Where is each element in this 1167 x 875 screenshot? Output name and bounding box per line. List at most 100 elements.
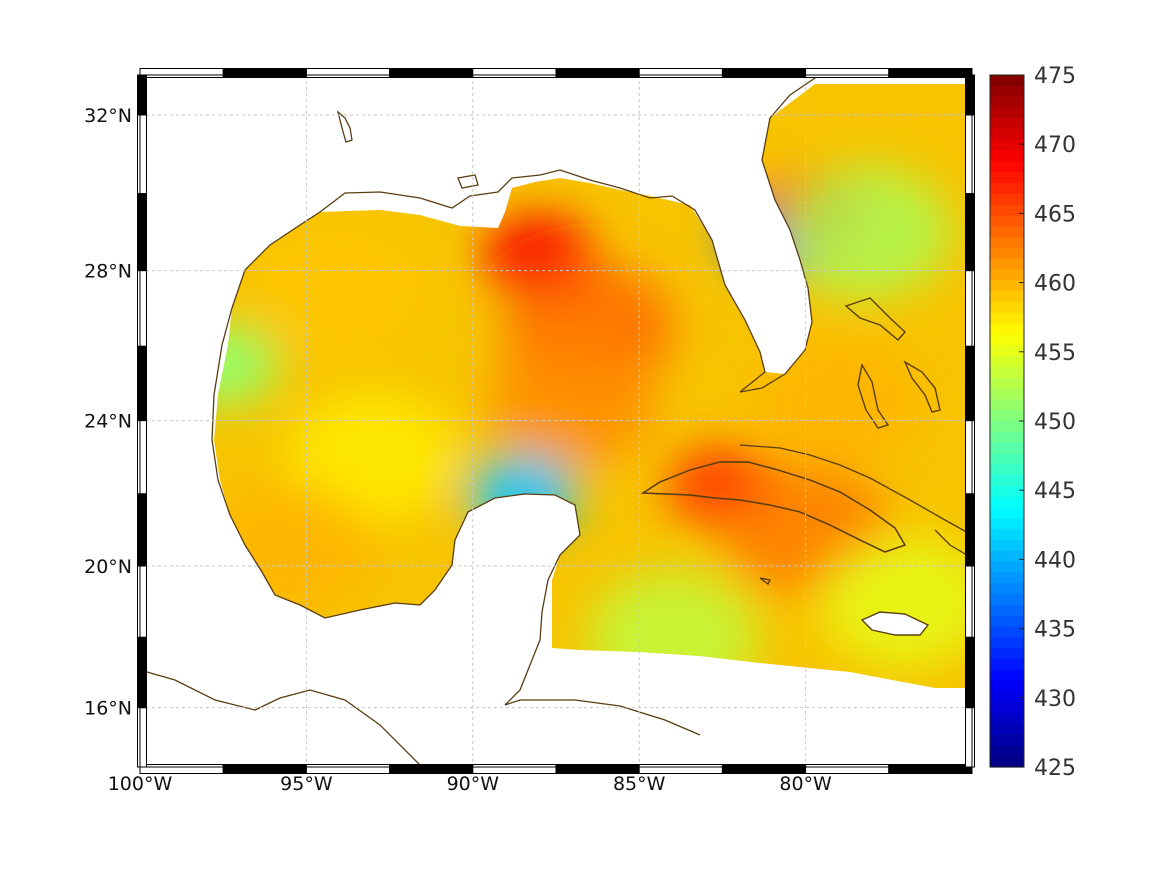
colorbar-swatch (990, 626, 1024, 638)
colorbar-swatch (990, 172, 1024, 184)
colorbar-swatch (990, 323, 1024, 336)
colorbar-swatch (990, 269, 1024, 282)
frame-segment-right (965, 493, 975, 567)
frame-segment-left (137, 270, 147, 347)
latitude-labels: 32°N 28°N 24°N 20°N 16°N (84, 105, 132, 720)
colorbar-swatch (990, 561, 1024, 573)
colorbar-swatch (990, 356, 1024, 368)
longitude-tick-label: 80°W (779, 773, 832, 795)
longitude-tick-label: 85°W (613, 773, 666, 795)
colorbar-swatch (990, 139, 1024, 152)
frame-segment-bottom (888, 764, 973, 774)
frame-segment-right (965, 74, 975, 116)
colorbar-swatch (990, 594, 1024, 606)
colorbar-swatch (990, 550, 1024, 563)
cuba-north-keys (739, 444, 973, 536)
frame-segment-right (965, 565, 975, 638)
longitude-tick-label: 100°W (108, 773, 173, 795)
colorbar-swatch (990, 345, 1024, 357)
colorbar-swatch (990, 723, 1024, 736)
field-feature-15 (820, 536, 965, 667)
frame-segment-left (137, 493, 147, 567)
colorbar-label: 460 (1034, 272, 1076, 297)
frame-segment-top (638, 68, 723, 78)
map-grid (140, 75, 972, 767)
colorbar: 475 470 465 460 455 450 445 440 435 430 425 (989, 64, 1076, 781)
latitude-tick-label: 16°N (84, 698, 132, 720)
colorbar-label: 475 (1034, 64, 1076, 89)
colorbar-swatch (990, 464, 1024, 476)
frame-segment-top (721, 68, 807, 78)
frame-segment-right (965, 707, 975, 768)
colorbar-swatch (990, 248, 1024, 260)
field-feature-2 (487, 337, 658, 468)
frame-segment-top (472, 68, 557, 78)
field-feature-14 (587, 572, 758, 688)
colorbar-swatch (990, 756, 1024, 768)
colorbar-swatch (990, 410, 1024, 422)
colorbar-swatch (990, 204, 1024, 217)
central-america-pacific-coastline (139, 669, 421, 766)
frame-outline (139, 74, 973, 768)
colorbar-label: 470 (1034, 133, 1076, 158)
mexico-west-coastline (211, 307, 701, 736)
hispaniola-coastline (934, 529, 973, 559)
colorbar-label: 445 (1034, 479, 1076, 504)
colorbar-swatch (990, 150, 1024, 163)
colorbar-label: 430 (1034, 687, 1076, 712)
colorbar-label: 435 (1034, 618, 1076, 643)
colorbar-swatch (990, 366, 1024, 379)
colorbar-swatch (990, 118, 1024, 130)
colorbar-swatch (990, 745, 1024, 757)
colorbar-label: 450 (1034, 410, 1076, 435)
colorbar-swatch (990, 183, 1024, 195)
frame-segment-top (389, 68, 474, 78)
frame-segment-left (137, 707, 147, 768)
bahamas-eleuthera (903, 360, 941, 413)
colorbar-swatch (990, 312, 1024, 325)
longitude-labels: 100°W 95°W 90°W 85°W 80°W (108, 773, 832, 795)
latitude-tick-label: 24°N (84, 411, 132, 433)
frame-segment-right (965, 636, 975, 709)
frame-segment-left (137, 420, 147, 495)
colorbar-label: 425 (1034, 756, 1076, 781)
colorbar-swatch (990, 129, 1024, 141)
frame-segment-left (137, 636, 147, 709)
colorbar-swatch (990, 226, 1024, 238)
lake-pontchartrain (457, 174, 479, 189)
colorbar-swatch (990, 442, 1024, 455)
colorbar-label: 455 (1034, 341, 1076, 366)
colorbar-swatch (990, 421, 1024, 433)
island-small-1 (336, 110, 353, 143)
frame-segment-top (805, 68, 890, 78)
frame-segment-right (965, 193, 975, 272)
frame-segment-right (965, 114, 975, 195)
colorbar-swatch (990, 453, 1024, 465)
colorbar-swatch (990, 75, 1024, 87)
colorbar-swatch (990, 691, 1024, 703)
latitude-tick-label: 28°N (84, 261, 132, 283)
latitude-tick-label: 20°N (84, 556, 132, 578)
frame-segment-left (137, 74, 147, 116)
field-feature-7 (214, 324, 279, 405)
colorbar-label: 440 (1034, 548, 1076, 573)
colorbar-swatch (990, 280, 1024, 292)
frame-segment-right (965, 420, 975, 495)
colorbar-swatch (990, 496, 1024, 509)
colorbar-swatch (990, 518, 1024, 530)
bahamas-abaco (844, 297, 906, 341)
colorbar-swatch (990, 615, 1024, 628)
colorbar-swatch (990, 215, 1024, 227)
colorbar-swatch (990, 529, 1024, 541)
colorbar-swatch (990, 96, 1024, 109)
colorbar-swatch (990, 572, 1024, 584)
field-feature-4 (287, 392, 458, 523)
colorbar-swatch (990, 604, 1024, 617)
colorbar-swatch (990, 539, 1024, 552)
colorbar-swatch (990, 193, 1024, 206)
frame-segment-right (965, 270, 975, 347)
frame-segment-left (137, 345, 147, 422)
colorbar-swatch (990, 237, 1024, 249)
island-small-2 (759, 577, 771, 585)
colorbar-swatch (990, 291, 1024, 303)
